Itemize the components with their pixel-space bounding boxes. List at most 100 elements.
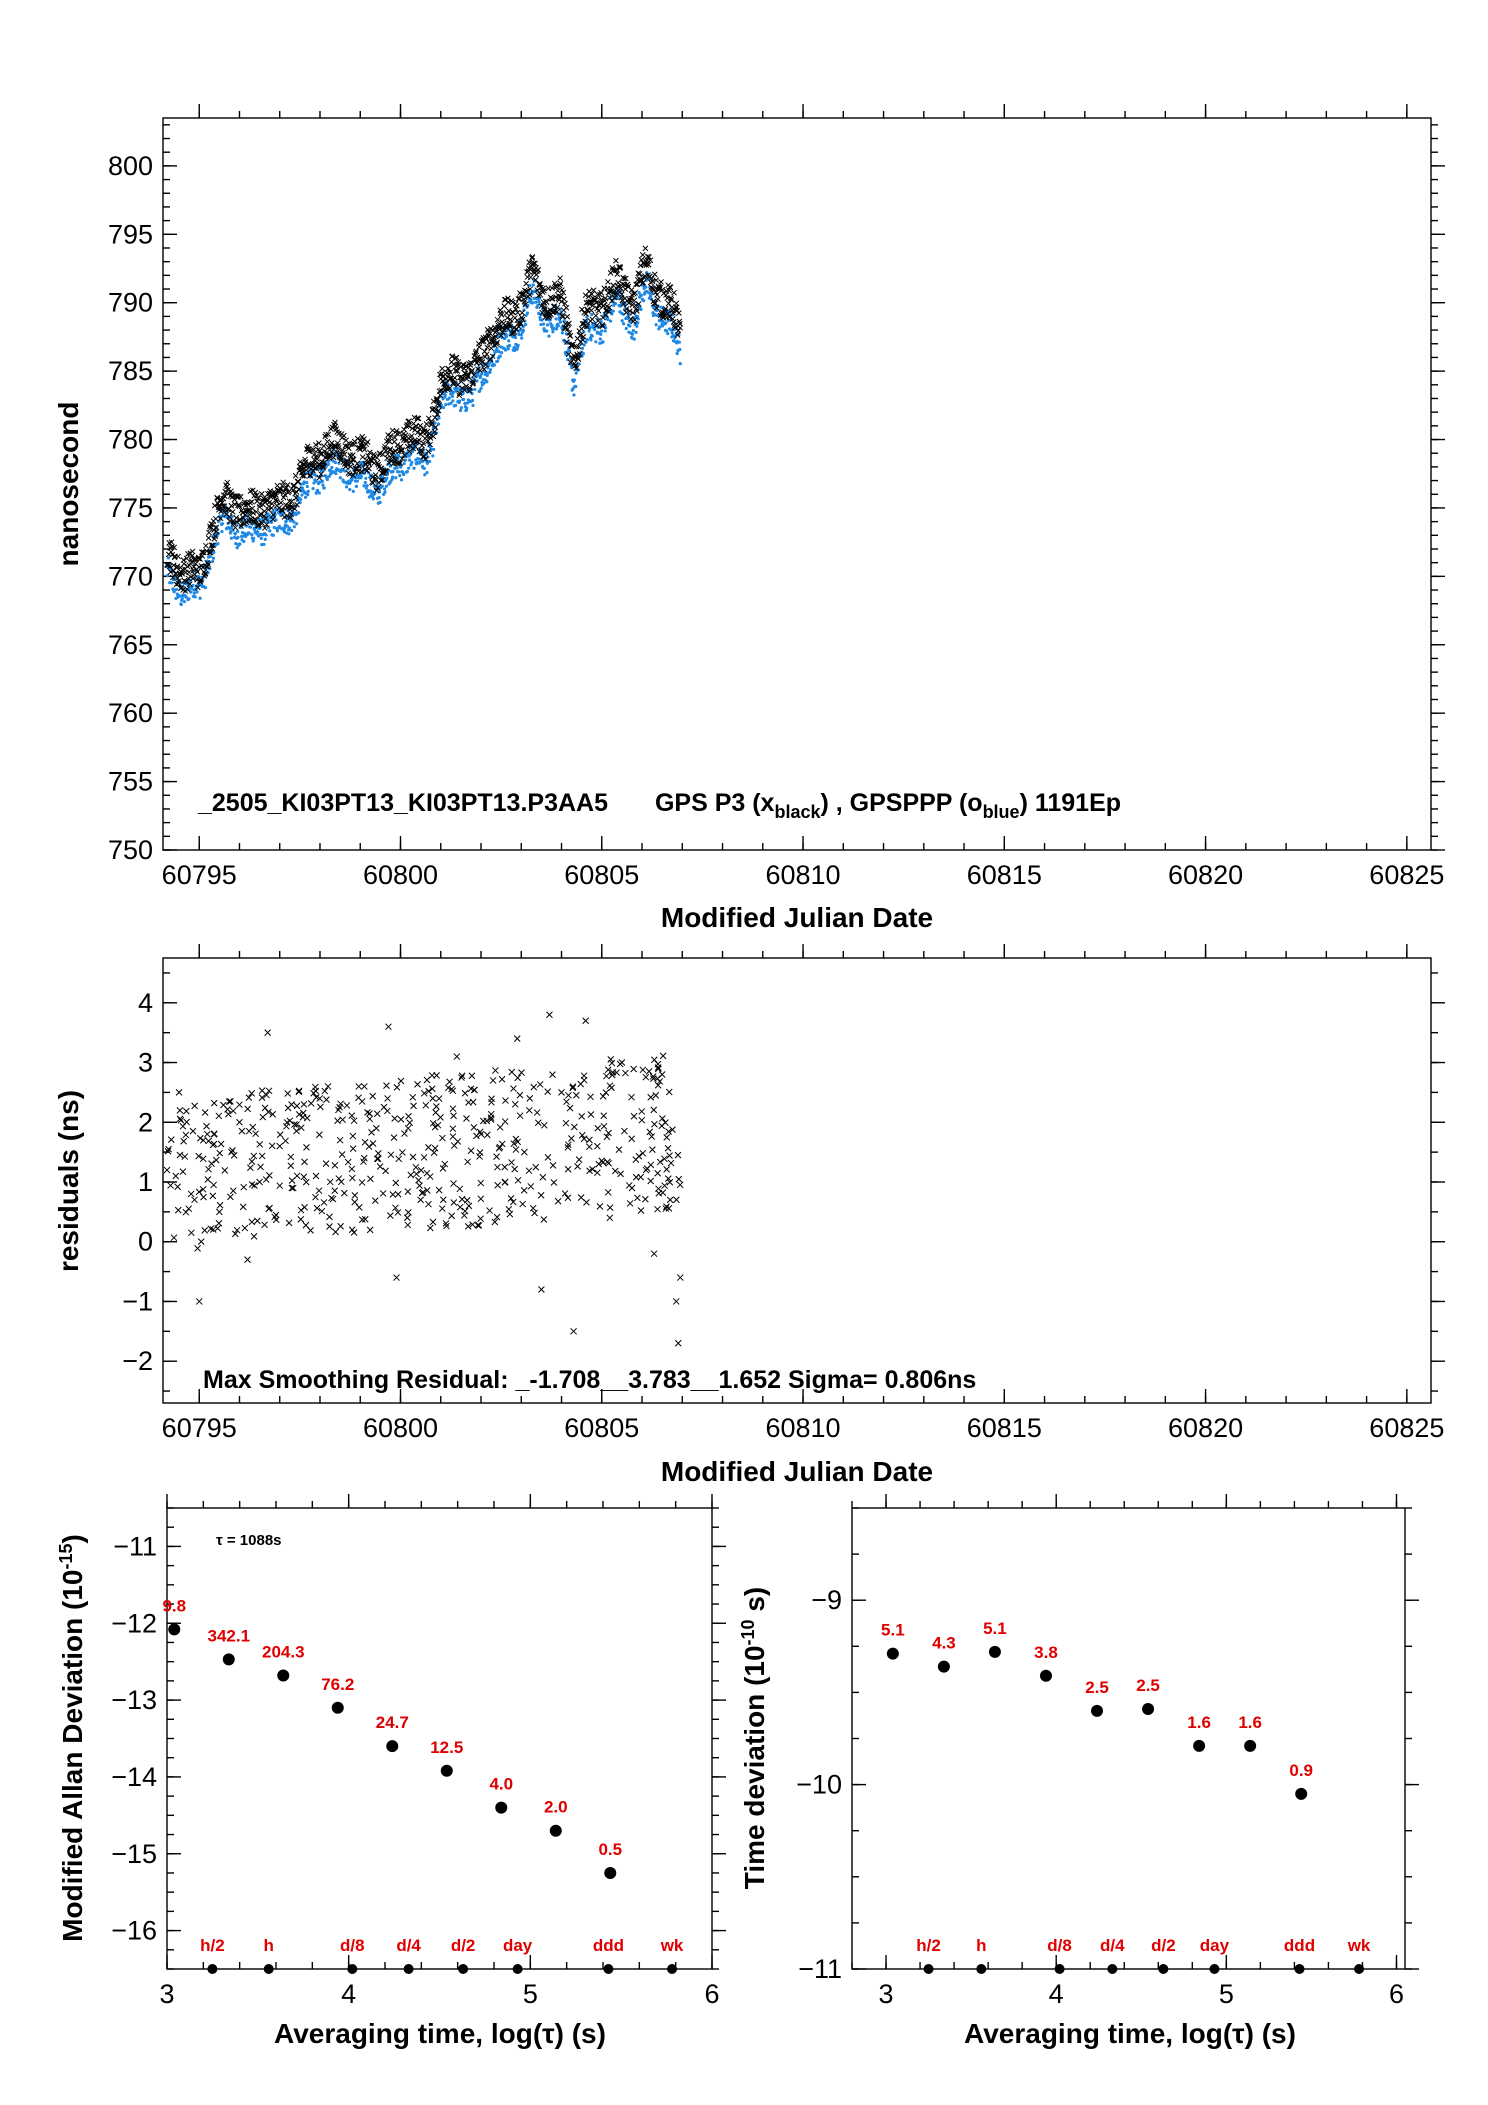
ppp-point [478, 374, 483, 379]
ppp-point [395, 466, 399, 470]
ppp-point [671, 334, 675, 338]
time-marker [667, 1964, 678, 1974]
ppp-point [166, 556, 170, 560]
residual-point [450, 1180, 457, 1187]
residual-point [307, 1100, 315, 1107]
p3-point [189, 548, 196, 555]
residual-point [570, 1327, 577, 1335]
residual-point [355, 1083, 363, 1090]
deviation-point [988, 1645, 1001, 1658]
ppp-point [642, 299, 646, 303]
p3-point [527, 274, 534, 281]
residual-point [349, 1145, 357, 1152]
time-marker-label: h [976, 1936, 986, 1955]
p3-point [297, 459, 303, 465]
p3-point [459, 374, 466, 381]
deviation-point [886, 1647, 899, 1660]
ppp-point [189, 590, 193, 594]
p3-point [498, 312, 505, 318]
residual-point [580, 1135, 588, 1143]
p3-point [632, 290, 639, 296]
y-axis-title: residuals (ns) [53, 1090, 84, 1272]
p3-point [592, 312, 599, 319]
residual-point [674, 1151, 682, 1159]
point-label: 1.6 [1238, 1713, 1262, 1732]
residual-point [318, 1207, 326, 1215]
p3-point [646, 254, 652, 260]
residual-point [587, 1093, 594, 1101]
residual-point [622, 1069, 629, 1077]
residual-point [476, 1153, 483, 1160]
point-label: 204.3 [262, 1642, 305, 1661]
p3-point [534, 287, 541, 294]
p3-point [563, 304, 570, 311]
ppp-point [537, 311, 541, 315]
ppp-point [377, 496, 381, 500]
y-tick-label: 790 [108, 288, 153, 318]
residual-point [262, 1176, 270, 1183]
p3-point [599, 323, 606, 330]
p3-point [566, 320, 572, 327]
residual-point [302, 1178, 310, 1186]
residual-point [519, 1200, 527, 1208]
residual-point [608, 1071, 616, 1079]
p3-point [584, 323, 590, 330]
ppp-point [274, 518, 278, 522]
residual-point [210, 1181, 217, 1189]
x-tick-label: 5 [523, 1979, 538, 2009]
p3-point [246, 511, 253, 518]
y-tick-label: 0 [138, 1227, 153, 1257]
deviation-point [386, 1740, 399, 1753]
time-marker-label: wk [1347, 1936, 1371, 1955]
p3-point [640, 279, 647, 286]
x-tick-label: 60825 [1369, 1413, 1444, 1443]
residual-point [349, 1132, 357, 1140]
ppp-point [203, 585, 208, 590]
p3-point [432, 414, 438, 421]
p3-point [557, 280, 564, 287]
ppp-point [666, 332, 670, 336]
p3-point [621, 275, 627, 282]
p3-point [642, 273, 648, 279]
residual-point [312, 1172, 320, 1180]
ppp-point [315, 488, 320, 492]
ppp-point [403, 458, 408, 462]
residual-point [248, 1089, 256, 1097]
ppp-point [437, 416, 441, 420]
residual-point [448, 1212, 456, 1220]
p3-point [668, 295, 674, 301]
p3-point [206, 549, 213, 556]
p3-point [619, 281, 626, 288]
residual-point [510, 1085, 517, 1092]
p3-point [320, 464, 327, 471]
ppp-point [632, 337, 636, 341]
ppp-point [187, 597, 191, 601]
residual-point [594, 1124, 602, 1132]
residual-point [521, 1148, 528, 1156]
residual-point [384, 1095, 391, 1102]
residual-point [434, 1121, 442, 1129]
residual-point [575, 1156, 583, 1163]
point-label: 76.2 [321, 1675, 354, 1694]
residual-point [256, 1178, 263, 1186]
ppp-point [598, 337, 602, 341]
p3-point [653, 305, 660, 311]
residual-point [663, 1133, 671, 1141]
ppp-point [303, 495, 308, 499]
residual-point [656, 1078, 664, 1085]
residual-point [514, 1176, 522, 1184]
p3-point [418, 447, 425, 453]
residual-point [344, 1158, 352, 1166]
ppp-point [470, 398, 475, 402]
ppp-point [382, 487, 387, 491]
ppp-point [371, 497, 375, 501]
ppp-point [405, 469, 409, 474]
residual-point [409, 1093, 417, 1101]
residual-point [326, 1223, 333, 1230]
ppp-point [300, 493, 304, 497]
residual-point [210, 1130, 218, 1138]
ppp-point [230, 514, 234, 519]
p3-point [345, 458, 351, 465]
ppp-point [333, 460, 338, 465]
p3-point [399, 447, 406, 453]
